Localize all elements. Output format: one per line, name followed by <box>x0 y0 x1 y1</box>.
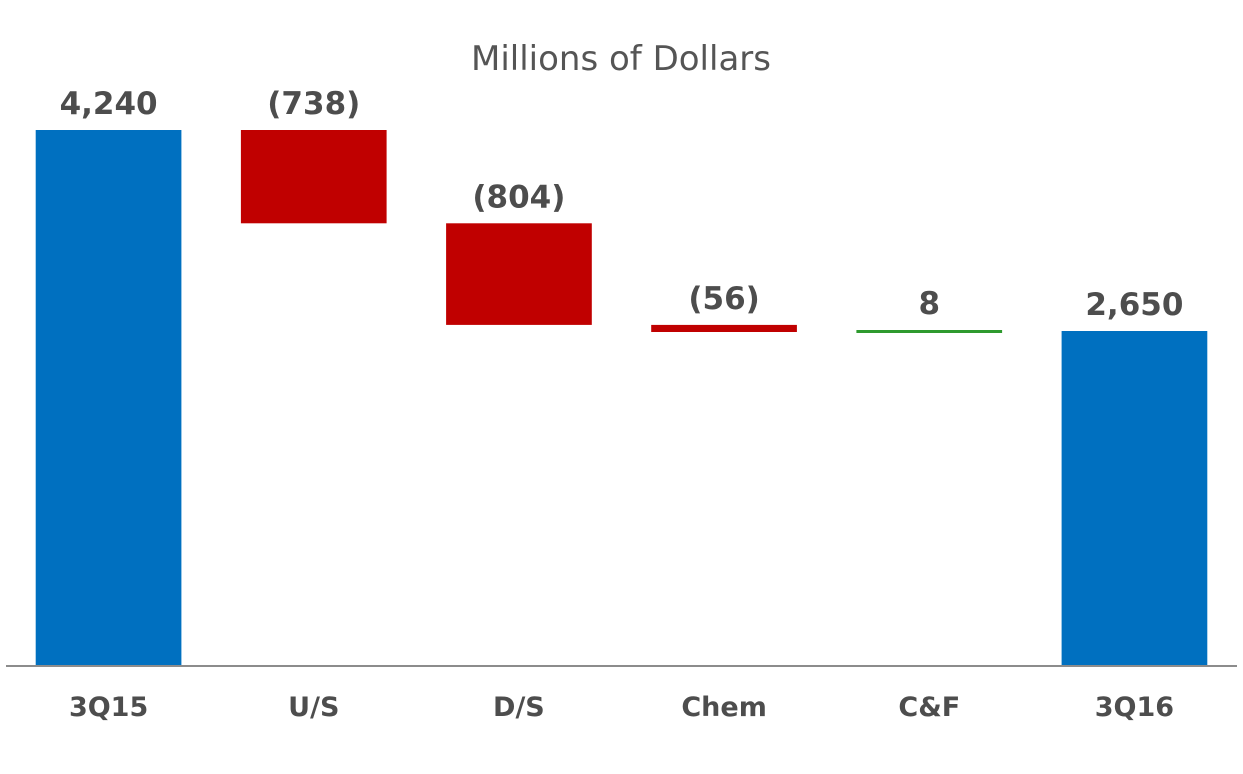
x-tick-labels-layer: 3Q15 U/S D/S Chem C&F 3Q16 <box>69 692 1174 723</box>
data-label-3q15: 4,240 <box>60 86 158 122</box>
data-label-chem: (56) <box>688 281 759 317</box>
data-label-d-s: (804) <box>472 179 565 215</box>
bar-d-s <box>446 223 592 325</box>
bar-u-s <box>240 130 387 224</box>
bars-layer <box>35 130 1208 666</box>
x-tick-label-3q16: 3Q16 <box>1095 692 1174 723</box>
data-label-3q16: 2,650 <box>1085 287 1183 323</box>
bar-3q15 <box>35 130 182 666</box>
data-label-candf: 8 <box>919 286 941 322</box>
chart-title: Millions of Dollars <box>471 39 771 79</box>
bar-candf <box>856 330 1003 333</box>
bar-chem <box>651 324 797 332</box>
bar-3q16 <box>1061 331 1208 666</box>
data-labels-layer: 4,240 (738) (804) (56) 8 2,650 <box>60 86 1184 323</box>
x-tick-label-candf: C&F <box>898 692 960 723</box>
x-tick-label-chem: Chem <box>681 692 766 723</box>
data-label-u-s: (738) <box>267 86 360 122</box>
x-tick-label-3q15: 3Q15 <box>69 692 148 723</box>
x-tick-label-u-s: U/S <box>288 692 339 723</box>
x-tick-label-d-s: D/S <box>493 692 545 723</box>
